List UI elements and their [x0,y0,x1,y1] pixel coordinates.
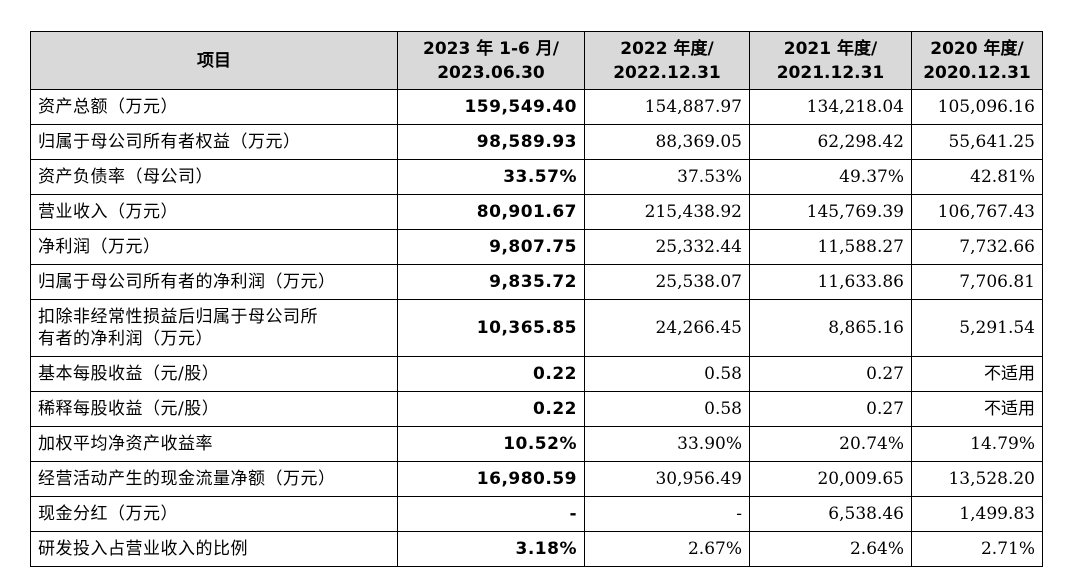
value-2023h1: 80,901.67 [397,194,585,230]
financial-indicators-table: 项目 2023 年 1-6 月/ 2023.06.30 2022 年度/ 202… [30,31,1043,567]
table-row: 归属于母公司所有者权益（万元） 98,589.93 88,369.05 62,2… [30,124,1043,160]
row-label: 归属于母公司所有者权益（万元） [30,124,398,160]
value-2023h1: 10,365.85 [397,299,585,357]
row-label: 稀释每股收益（元/股） [30,391,398,427]
value-2022: 2.67% [584,531,750,567]
value-2021: 62,298.42 [749,124,912,160]
table-row: 归属于母公司所有者的净利润（万元） 9,835.72 25,538.07 11,… [30,264,1043,300]
table-header: 项目 2023 年 1-6 月/ 2023.06.30 2022 年度/ 202… [30,31,1043,90]
header-2022-date: 2022.12.31 [613,62,721,83]
table-row: 营业收入（万元） 80,901.67 215,438.92 145,769.39… [30,194,1043,230]
table-row: 资产负债率（母公司） 33.57% 37.53% 49.37% 42.81% [30,159,1043,195]
value-2021: 0.27 [749,356,912,392]
value-2021: 20,009.65 [749,461,912,497]
header-2021: 2021 年度/ 2021.12.31 [749,31,912,90]
header-2021-period: 2021 年度/ [783,38,878,59]
value-2022: 37.53% [584,159,750,195]
value-2023h1: 0.22 [397,391,585,427]
table-row: 资产总额（万元） 159,549.40 154,887.97 134,218.0… [30,89,1043,125]
table-row: 扣除非经常性损益后归属于母公司所 有者的净利润（万元） 10,365.85 24… [30,299,1043,357]
value-2021: 49.37% [749,159,912,195]
value-2022: 0.58 [584,356,750,392]
value-2022: 25,538.07 [584,264,750,300]
row-label: 加权平均净资产收益率 [30,426,398,462]
value-2023h1: 9,807.75 [397,229,585,265]
table-row: 经营活动产生的现金流量净额（万元） 16,980.59 30,956.49 20… [30,461,1043,497]
header-item: 项目 [30,31,398,90]
value-2020: 5,291.54 [911,299,1043,357]
header-2023h1-date: 2023.06.30 [437,62,545,83]
row-label: 经营活动产生的现金流量净额（万元） [30,461,398,497]
value-2023h1: 9,835.72 [397,264,585,300]
table-row: 基本每股收益（元/股） 0.22 0.58 0.27 不适用 [30,356,1043,392]
value-2022: 215,438.92 [584,194,750,230]
row-label: 净利润（万元） [30,229,398,265]
value-2021: 20.74% [749,426,912,462]
value-2021: 134,218.04 [749,89,912,125]
value-2022: 154,887.97 [584,89,750,125]
table-row: 研发投入占营业收入的比例 3.18% 2.67% 2.64% 2.71% [30,531,1043,567]
value-2020: 42.81% [911,159,1043,195]
row-label: 资产总额（万元） [30,89,398,125]
header-row: 项目 2023 年 1-6 月/ 2023.06.30 2022 年度/ 202… [30,31,1043,90]
table-row: 加权平均净资产收益率 10.52% 33.90% 20.74% 14.79% [30,426,1043,462]
financial-table-container: 项目 2023 年 1-6 月/ 2023.06.30 2022 年度/ 202… [30,31,1043,567]
value-2022: - [584,496,750,532]
value-2022: 0.58 [584,391,750,427]
value-2023h1: 16,980.59 [397,461,585,497]
value-2023h1: 0.22 [397,356,585,392]
value-2020: 不适用 [911,356,1043,392]
header-2022: 2022 年度/ 2022.12.31 [584,31,750,90]
value-2023h1: - [397,496,585,532]
header-2023h1-period: 2023 年 1-6 月/ [423,38,559,59]
value-2023h1: 98,589.93 [397,124,585,160]
value-2020: 106,767.43 [911,194,1043,230]
value-2022: 30,956.49 [584,461,750,497]
value-2021: 11,633.86 [749,264,912,300]
value-2020: 2.71% [911,531,1043,567]
row-label-line1: 扣除非经常性损益后归属于母公司所 [38,307,318,327]
value-2021: 2.64% [749,531,912,567]
value-2023h1: 3.18% [397,531,585,567]
row-label: 现金分红（万元） [30,496,398,532]
header-2023h1: 2023 年 1-6 月/ 2023.06.30 [397,31,585,90]
value-2022: 25,332.44 [584,229,750,265]
value-2022: 24,266.45 [584,299,750,357]
value-2023h1: 159,549.40 [397,89,585,125]
value-2020: 13,528.20 [911,461,1043,497]
table-row: 净利润（万元） 9,807.75 25,332.44 11,588.27 7,7… [30,229,1043,265]
value-2023h1: 33.57% [397,159,585,195]
value-2023h1: 10.52% [397,426,585,462]
header-2020-date: 2020.12.31 [923,62,1031,83]
header-2021-date: 2021.12.31 [776,62,885,83]
value-2020: 14.79% [911,426,1043,462]
value-2020: 不适用 [911,391,1043,427]
value-2020: 105,096.16 [911,89,1043,125]
value-2022: 88,369.05 [584,124,750,160]
header-2020-period: 2020 年度/ [930,38,1024,59]
row-label: 营业收入（万元） [30,194,398,230]
value-2021: 11,588.27 [749,229,912,265]
table-body: 资产总额（万元） 159,549.40 154,887.97 134,218.0… [30,89,1043,567]
value-2021: 6,538.46 [749,496,912,532]
header-2022-period: 2022 年度/ [620,38,714,59]
row-label: 资产负债率（母公司） [30,159,398,195]
value-2020: 7,706.81 [911,264,1043,300]
value-2021: 8,865.16 [749,299,912,357]
header-2020: 2020 年度/ 2020.12.31 [911,31,1043,90]
value-2021: 0.27 [749,391,912,427]
table-row: 稀释每股收益（元/股） 0.22 0.58 0.27 不适用 [30,391,1043,427]
value-2020: 55,641.25 [911,124,1043,160]
value-2020: 1,499.83 [911,496,1043,532]
row-label: 研发投入占营业收入的比例 [30,531,398,567]
row-label-line2: 有者的净利润（万元） [38,329,213,349]
row-label: 基本每股收益（元/股） [30,356,398,392]
value-2021: 145,769.39 [749,194,912,230]
table-row: 现金分红（万元） - - 6,538.46 1,499.83 [30,496,1043,532]
value-2020: 7,732.66 [911,229,1043,265]
value-2022: 33.90% [584,426,750,462]
row-label: 扣除非经常性损益后归属于母公司所 有者的净利润（万元） [30,299,398,357]
row-label: 归属于母公司所有者的净利润（万元） [30,264,398,300]
